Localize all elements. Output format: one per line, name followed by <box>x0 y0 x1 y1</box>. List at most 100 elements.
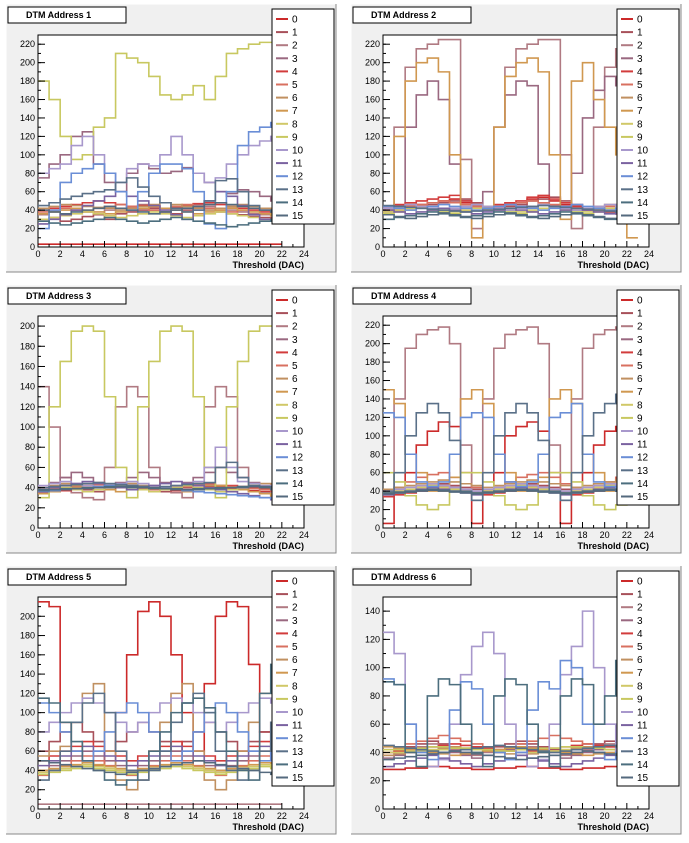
series-line-13 <box>383 204 638 214</box>
chart-title: DTM Address 6 <box>371 572 436 582</box>
x-tick-label: 24 <box>644 530 654 540</box>
y-tick-label: 120 <box>20 131 35 141</box>
x-tick-label: 8 <box>124 811 129 821</box>
legend-entry-label: 11 <box>637 440 648 451</box>
y-tick-label: 100 <box>365 150 380 160</box>
legend-entry-label: 0 <box>292 577 298 588</box>
series-line-9 <box>38 325 282 499</box>
y-tick-label: 20 <box>370 224 380 234</box>
x-axis-label: Threshold (DAC) <box>578 541 650 551</box>
x-tick-label: 10 <box>144 249 154 259</box>
series-line-9 <box>383 471 638 511</box>
x-tick-label: 2 <box>403 811 408 821</box>
legend-entry-label: 1 <box>292 590 298 601</box>
x-tick-label: 6 <box>102 811 107 821</box>
legend-entry-label: 2 <box>637 322 643 333</box>
y-tick-label: 100 <box>20 422 35 432</box>
y-tick-label: 80 <box>370 449 380 459</box>
x-tick-label: 0 <box>380 811 385 821</box>
legend-entry-label: 10 <box>292 427 304 438</box>
x-tick-label: 2 <box>403 249 408 259</box>
x-axis-label: Threshold (DAC) <box>578 822 650 832</box>
y-tick-label: 140 <box>365 606 380 616</box>
y-tick-label: 0 <box>375 804 380 814</box>
x-tick-label: 14 <box>188 811 198 821</box>
x-tick-label: 12 <box>511 811 521 821</box>
legend-entry-label: 2 <box>292 41 298 52</box>
y-tick-label: 180 <box>20 341 35 351</box>
y-tick-label: 60 <box>25 187 35 197</box>
series-line-9 <box>38 41 282 161</box>
series-group <box>383 38 638 239</box>
y-tick-label: 0 <box>375 242 380 252</box>
x-tick-label: 18 <box>232 249 242 259</box>
x-tick-label: 6 <box>102 249 107 259</box>
series-group <box>38 325 282 501</box>
legend-entry-label: 14 <box>637 479 649 490</box>
y-tick-label: 140 <box>20 669 35 679</box>
x-tick-label: 24 <box>299 530 309 540</box>
y-tick-label: 120 <box>365 412 380 422</box>
legend-entry-label: 4 <box>637 629 643 640</box>
legend-entry-label: 9 <box>292 694 298 705</box>
legend-entry-label: 11 <box>292 721 303 732</box>
legend-entry-label: 14 <box>292 198 304 209</box>
x-tick-label: 4 <box>425 249 430 259</box>
y-tick-label: 40 <box>370 486 380 496</box>
y-tick-label: 20 <box>25 785 35 795</box>
legend-entry-label: 15 <box>292 492 304 503</box>
y-tick-label: 140 <box>20 382 35 392</box>
legend-entry-label: 1 <box>292 28 298 39</box>
plot-frame <box>382 596 650 810</box>
legend-entry-label: 3 <box>637 616 643 627</box>
x-tick-label: 0 <box>35 249 40 259</box>
y-tick-label: 0 <box>30 242 35 252</box>
y-tick-label: 180 <box>365 357 380 367</box>
legend-entry-label: 15 <box>292 211 304 222</box>
x-tick-label: 6 <box>447 530 452 540</box>
x-tick-label: 22 <box>622 811 632 821</box>
pad-bevel-light <box>5 284 336 553</box>
chart-title: DTM Address 5 <box>26 572 91 582</box>
x-tick-label: 6 <box>447 249 452 259</box>
chart-panel-5: 0 2 4 6 8 10 12 14 16 18 20 22 240204060801001201401… <box>5 565 337 835</box>
x-tick-label: 22 <box>277 249 287 259</box>
y-tick-label: 120 <box>20 688 35 698</box>
y-tick-label: 60 <box>25 746 35 756</box>
x-tick-label: 24 <box>644 811 654 821</box>
series-line-15 <box>38 485 282 492</box>
x-tick-label: 2 <box>58 811 63 821</box>
x-tick-label: 14 <box>533 811 543 821</box>
y-tick-label: 80 <box>370 691 380 701</box>
x-tick-label: 12 <box>511 249 521 259</box>
x-tick-label: 8 <box>124 530 129 540</box>
legend-entry-label: 4 <box>292 629 298 640</box>
legend-entry-label: 7 <box>292 387 298 398</box>
y-tick-label: 40 <box>25 483 35 493</box>
legend-entry-label: 12 <box>292 453 304 464</box>
y-tick-label: 160 <box>20 361 35 371</box>
pad-bevel-dark <box>351 4 682 273</box>
legend-entry-label: 2 <box>292 322 298 333</box>
x-tick-label: 8 <box>469 249 474 259</box>
series-line-15 <box>383 212 638 220</box>
legend-entry-label: 13 <box>637 747 649 758</box>
x-tick-label: 10 <box>489 811 499 821</box>
y-tick-label: 100 <box>20 708 35 718</box>
y-tick-label: 120 <box>365 131 380 141</box>
legend-entry-label: 7 <box>637 387 643 398</box>
legend-entry-label: 10 <box>292 708 304 719</box>
x-tick-label: 16 <box>210 811 220 821</box>
y-tick-label: 200 <box>20 321 35 331</box>
x-tick-label: 10 <box>144 811 154 821</box>
legend-entry-label: 8 <box>637 119 643 130</box>
legend-entry-label: 10 <box>637 708 649 719</box>
pad-bevel-dark <box>351 566 682 835</box>
legend-entry-label: 0 <box>292 296 298 307</box>
legend-entry-label: 9 <box>637 694 643 705</box>
legend-entry-label: 6 <box>637 374 643 385</box>
legend-entry-label: 11 <box>637 721 648 732</box>
x-tick-label: 8 <box>469 811 474 821</box>
series-line-7 <box>383 57 638 239</box>
x-tick-label: 22 <box>277 811 287 821</box>
